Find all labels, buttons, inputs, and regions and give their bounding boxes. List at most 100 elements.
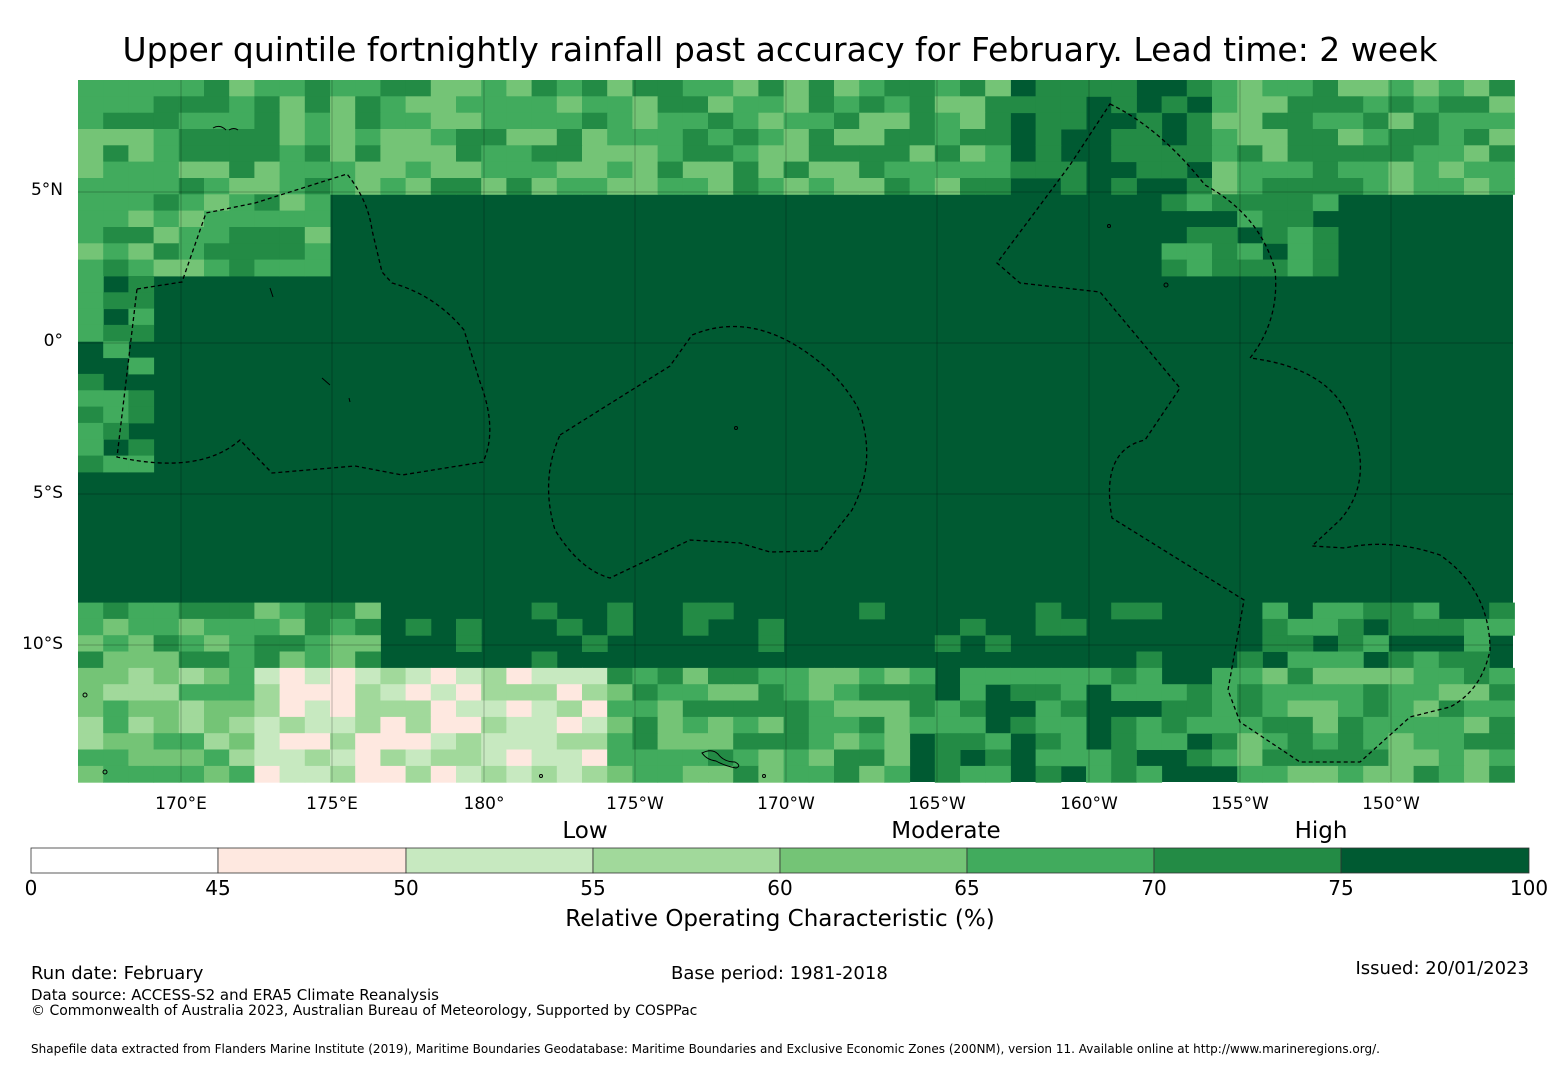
map-cell	[128, 129, 155, 146]
map-cell	[985, 765, 1011, 783]
map-cell	[204, 700, 230, 718]
map-cell	[1413, 96, 1440, 114]
map-cell	[1464, 765, 1490, 783]
map-cell	[279, 667, 306, 685]
map-cell	[153, 145, 180, 163]
map-cell	[884, 161, 911, 179]
map-cell	[960, 733, 986, 750]
map-cell	[128, 259, 155, 277]
colorbar-tick-50: 50	[393, 876, 419, 900]
map-cell	[1413, 161, 1440, 179]
map-cell	[506, 161, 533, 179]
map-cell	[380, 129, 407, 146]
map-cell	[1363, 684, 1389, 701]
map-cell	[456, 178, 482, 195]
map-cell	[355, 112, 381, 130]
map-cell	[178, 194, 205, 212]
map-cell	[1438, 129, 1465, 146]
map-cell	[103, 602, 129, 620]
map-cell	[279, 259, 306, 277]
map-cell	[153, 651, 180, 669]
eez-boundary-kiribati-phoenix	[547, 325, 868, 579]
map-cell	[456, 635, 482, 652]
map-cell	[1287, 227, 1314, 244]
map-cell	[204, 635, 230, 652]
map-cell	[304, 602, 331, 620]
map-cell	[783, 145, 810, 163]
map-cell	[1262, 765, 1289, 783]
map-cell	[1035, 749, 1062, 767]
map-cell	[481, 765, 507, 783]
map-cell	[733, 667, 759, 685]
map-cell	[1312, 684, 1339, 701]
colorbar-segment-60-65	[779, 847, 968, 874]
map-cell	[78, 651, 104, 669]
map-cell	[178, 96, 205, 114]
map-cell	[859, 684, 885, 701]
map-cell	[582, 161, 608, 179]
map-cell	[1312, 733, 1339, 750]
map-cell	[355, 667, 381, 685]
map-cell	[1312, 112, 1339, 130]
map-cell	[153, 161, 180, 179]
map-cell	[1262, 259, 1289, 277]
map-cell	[1035, 700, 1062, 718]
map-cell	[1363, 112, 1389, 130]
map-cell	[758, 618, 785, 636]
map-cell	[783, 684, 810, 701]
map-cell	[859, 667, 885, 685]
map-cell	[279, 749, 306, 767]
map-cell	[1212, 243, 1238, 261]
map-cell	[380, 716, 407, 734]
map-cell	[254, 178, 281, 195]
map-cell	[531, 145, 558, 163]
map-cell	[78, 406, 104, 424]
map-cell	[355, 96, 381, 114]
map-cell	[556, 145, 583, 163]
map-cell	[103, 455, 129, 473]
map-cell	[834, 96, 860, 114]
map-cell	[607, 80, 633, 97]
map-cell	[531, 112, 558, 130]
map-cell	[481, 733, 507, 750]
map-cell	[128, 406, 155, 424]
map-cell	[1237, 194, 1263, 212]
map-cell	[1338, 749, 1364, 767]
map-cell	[103, 390, 129, 408]
map-cell	[153, 667, 180, 685]
map-cell	[506, 667, 533, 685]
map-cell	[1338, 667, 1364, 685]
map-cell	[1438, 145, 1465, 163]
map-cell	[1237, 684, 1263, 701]
map-cell	[1388, 129, 1415, 146]
map-cell	[456, 618, 482, 636]
map-cell	[607, 145, 633, 163]
map-cell	[1262, 749, 1289, 767]
eez-boundaries	[116, 103, 1491, 763]
map-cell	[1413, 684, 1440, 701]
map-cell	[758, 112, 785, 130]
map-cell	[304, 684, 331, 701]
map-cell	[708, 733, 734, 750]
map-cell	[657, 129, 684, 146]
map-cell	[758, 178, 785, 195]
lon-label-180: 180°	[463, 794, 505, 814]
map-cell	[153, 210, 180, 228]
map-cell	[1489, 80, 1515, 97]
map-cell	[531, 178, 558, 195]
map-cell	[279, 194, 306, 212]
map-cell	[834, 749, 860, 767]
map-cell	[229, 145, 255, 163]
map-cell	[657, 161, 684, 179]
map-cell	[1111, 178, 1137, 195]
map-cell	[1489, 161, 1515, 179]
map-cell	[229, 667, 255, 685]
map-cell	[456, 684, 482, 701]
map-cell	[1312, 80, 1339, 97]
map-cell	[405, 96, 432, 114]
map-cell	[128, 455, 155, 473]
map-cell	[934, 161, 961, 179]
map-cell	[355, 684, 381, 701]
map-cell	[1111, 80, 1137, 97]
map-cell	[254, 618, 281, 636]
